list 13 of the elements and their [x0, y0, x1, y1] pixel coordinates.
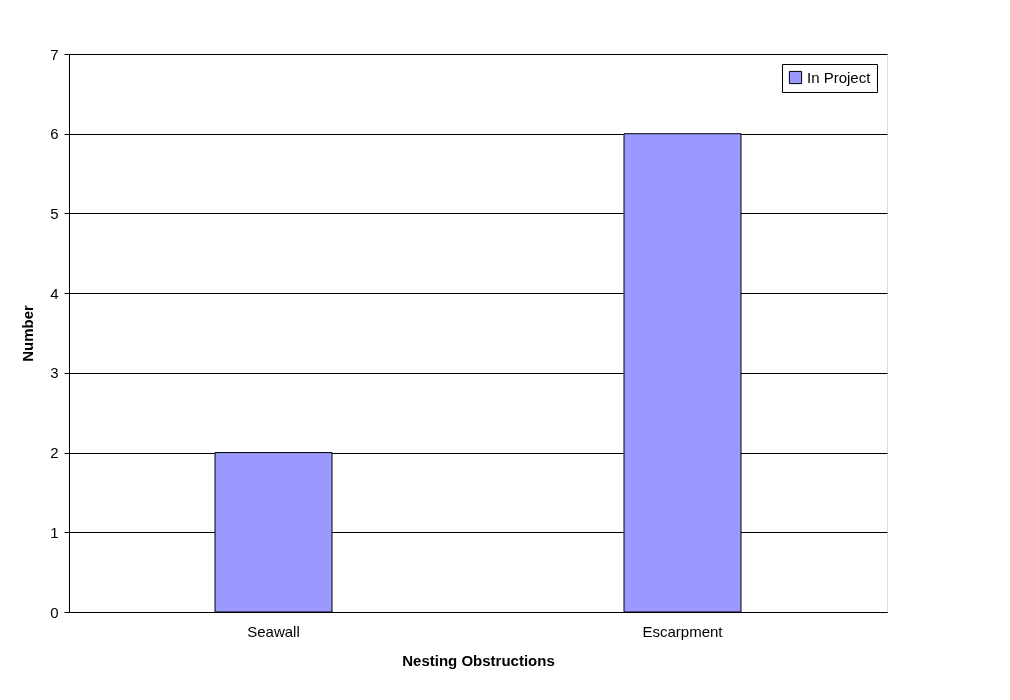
y-tick-label: 6 [50, 125, 59, 143]
x-axis-title: Nesting Obstructions [402, 651, 555, 669]
y-tick-label: 4 [50, 284, 59, 302]
y-axis-title: Number [19, 305, 37, 362]
legend-label: In Project [807, 68, 872, 86]
y-tick-label: 0 [50, 603, 59, 621]
y-tick-label: 1 [50, 523, 59, 541]
y-tick-label: 7 [50, 45, 59, 63]
y-tick-label: 2 [50, 444, 59, 462]
y-tick-label: 3 [50, 364, 59, 382]
y-tick-label: 5 [50, 204, 59, 222]
x-tick-label: Escarpment [642, 622, 724, 640]
x-tick-label: Seawall [247, 622, 300, 640]
